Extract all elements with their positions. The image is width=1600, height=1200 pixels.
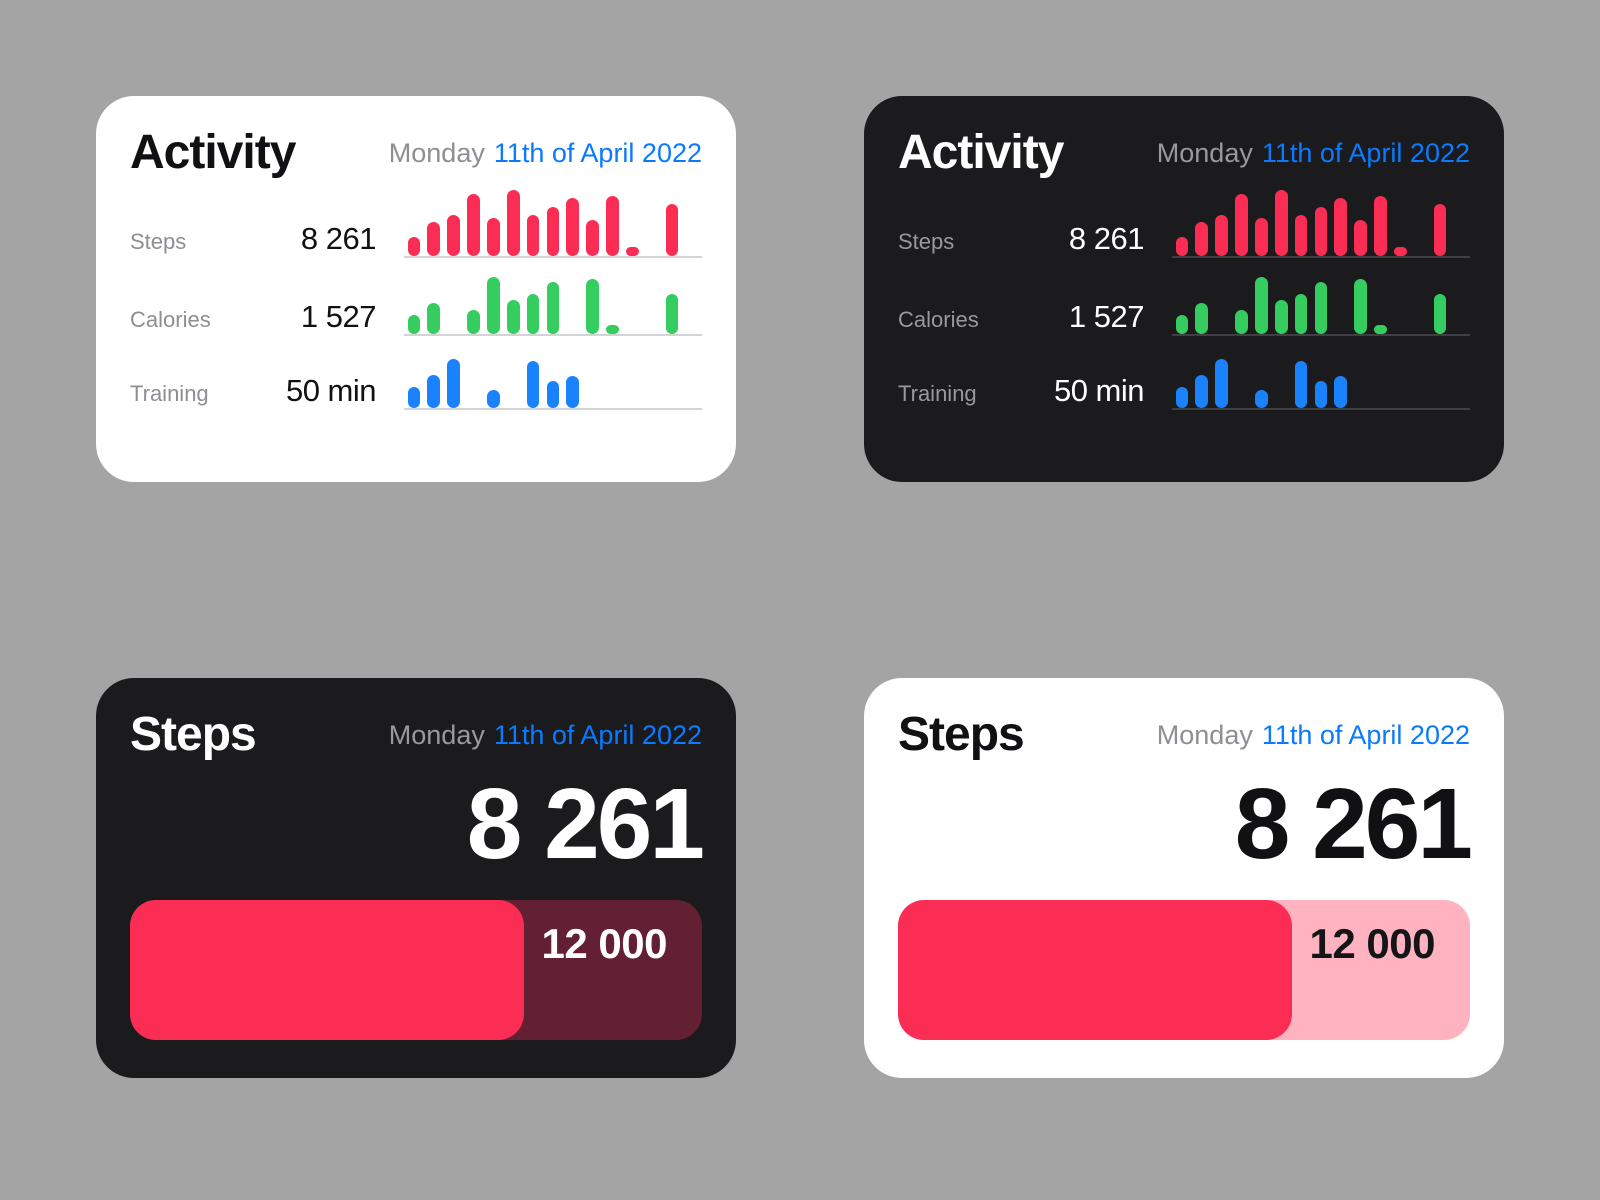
training-value: 50 min — [1053, 373, 1145, 409]
date-weekday: Monday — [1156, 137, 1253, 168]
steps-goal: 12 000 — [541, 920, 668, 968]
date-weekday: Monday — [388, 137, 485, 168]
calories-bar-chart — [1172, 272, 1470, 337]
activity-widget-dark[interactable]: Activity Monday 11th of April 2022 Steps… — [864, 96, 1504, 482]
steps-progress-fill — [898, 900, 1292, 1041]
date-label: Monday 11th of April 2022 — [1157, 720, 1470, 751]
steps-bar-chart — [404, 190, 702, 259]
calories-bar-chart — [404, 272, 702, 337]
steps-count: 8 261 — [1234, 768, 1473, 881]
steps-progress-track: 12 000 — [130, 900, 702, 1041]
steps-progress-track: 12 000 — [898, 900, 1470, 1041]
steps-row: Steps 8 261 — [898, 190, 1470, 259]
steps-title: Steps — [130, 708, 257, 761]
calories-value: 1 527 — [300, 299, 377, 335]
activity-title: Activity — [898, 126, 1064, 179]
steps-value: 8 261 — [1068, 221, 1145, 257]
training-row: Training 50 min — [130, 354, 702, 411]
steps-bar-chart — [1172, 190, 1470, 259]
steps-progress-fill — [130, 900, 524, 1041]
date-label: Monday 11th of April 2022 — [1157, 138, 1470, 169]
steps-progress-remainder: 12 000 — [524, 900, 702, 1040]
training-bar-chart — [404, 354, 702, 411]
calories-row: Calories 1 527 — [898, 272, 1470, 337]
calories-label: Calories — [130, 307, 211, 333]
date-value: 11th of April 2022 — [1261, 719, 1470, 750]
steps-value: 8 261 — [300, 221, 377, 257]
steps-progress-remainder: 12 000 — [1292, 900, 1470, 1040]
date-value: 11th of April 2022 — [493, 719, 702, 750]
calories-label: Calories — [898, 307, 979, 333]
date-weekday: Monday — [388, 719, 485, 750]
training-row: Training 50 min — [898, 354, 1470, 411]
date-label: Monday 11th of April 2022 — [389, 720, 702, 751]
date-weekday: Monday — [1156, 719, 1253, 750]
activity-title: Activity — [130, 126, 296, 179]
calories-value: 1 527 — [1068, 299, 1145, 335]
card-header: Activity Monday 11th of April 2022 — [130, 126, 702, 179]
steps-count: 8 261 — [466, 768, 705, 881]
training-value: 50 min — [285, 373, 377, 409]
steps-label: Steps — [130, 229, 187, 255]
training-bar-chart — [1172, 354, 1470, 411]
steps-goal: 12 000 — [1309, 920, 1436, 968]
date-value: 11th of April 2022 — [493, 137, 702, 168]
steps-widget-light[interactable]: Steps Monday 11th of April 2022 8 261 12… — [864, 678, 1504, 1078]
card-header: Steps Monday 11th of April 2022 — [898, 708, 1470, 761]
steps-label: Steps — [898, 229, 955, 255]
card-header: Steps Monday 11th of April 2022 — [130, 708, 702, 761]
calories-row: Calories 1 527 — [130, 272, 702, 337]
steps-title: Steps — [898, 708, 1025, 761]
card-header: Activity Monday 11th of April 2022 — [898, 126, 1470, 179]
training-label: Training — [898, 381, 977, 407]
steps-widget-dark[interactable]: Steps Monday 11th of April 2022 8 261 12… — [96, 678, 736, 1078]
activity-widget-light[interactable]: Activity Monday 11th of April 2022 Steps… — [96, 96, 736, 482]
training-label: Training — [130, 381, 209, 407]
steps-row: Steps 8 261 — [130, 190, 702, 259]
date-label: Monday 11th of April 2022 — [389, 138, 702, 169]
date-value: 11th of April 2022 — [1261, 137, 1470, 168]
